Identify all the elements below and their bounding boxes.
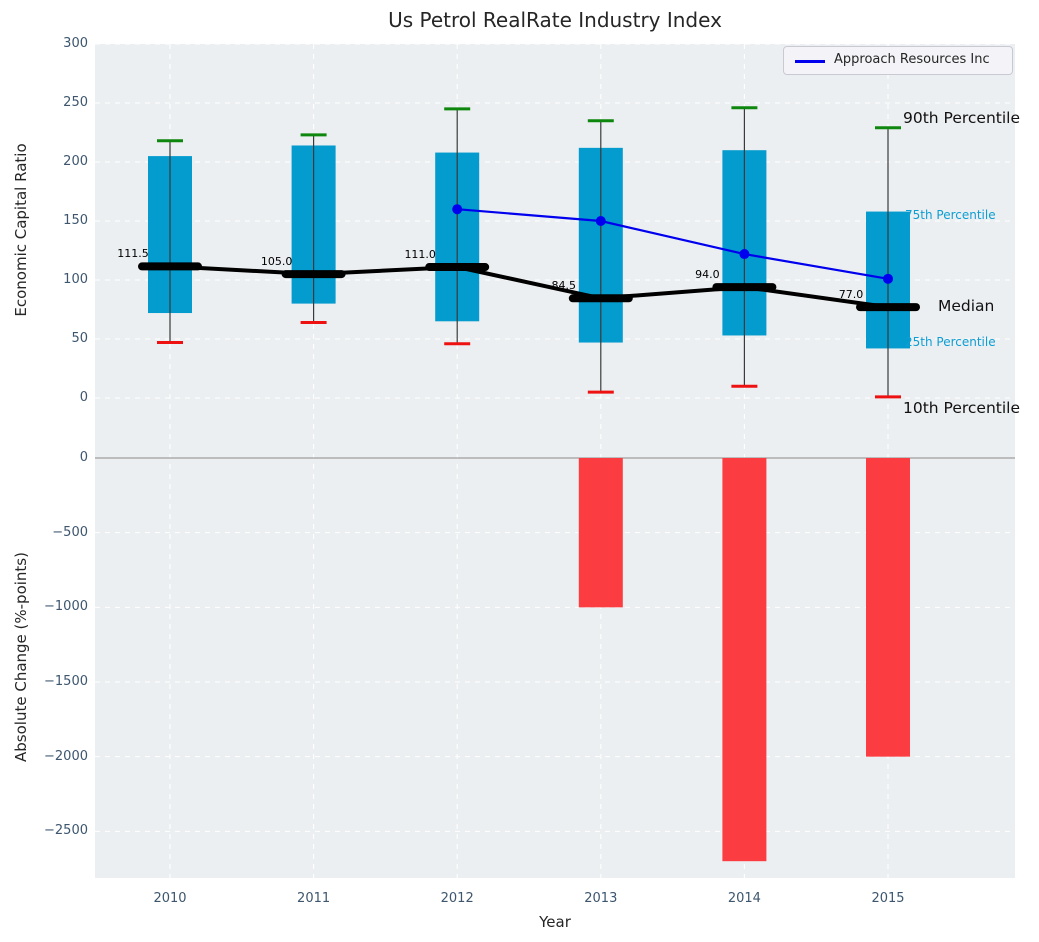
median-value-2011: 105.0 (260, 255, 293, 269)
chart-title: Us Petrol RealRate Industry Index (388, 8, 722, 32)
xtick-2010: 2010 (153, 891, 187, 906)
xtick-2014: 2014 (727, 891, 761, 906)
ytick-top-100: 100 (63, 272, 88, 287)
legend-label: Approach Resources Inc (834, 52, 990, 67)
ytick-bottom--2000: −2000 (44, 748, 88, 764)
xtick-2011: 2011 (297, 891, 331, 906)
xtick-2012: 2012 (440, 891, 474, 906)
ytick-top-200: 200 (63, 154, 88, 169)
ytick-bottom--1000: −1000 (44, 599, 88, 615)
ytick-bottom-0: 0 (79, 450, 88, 465)
median-value-2012: 111.0 (404, 248, 436, 262)
ytick-top-0: 0 (79, 390, 88, 405)
legend-line-swatch (795, 60, 825, 63)
label-median: Median (938, 297, 995, 315)
median-value-2014: 94.0 (695, 268, 720, 282)
ytick-top-150: 150 (63, 213, 88, 228)
label-10th-percentile: 10th Percentile (903, 399, 1021, 417)
median-value-2013: 84.5 (551, 279, 577, 293)
xtick-2013: 2013 (584, 891, 618, 906)
ytick-bottom--500: −500 (52, 524, 88, 540)
median-value-2010: 111.5 (117, 247, 149, 261)
x-axis-label: Year (539, 913, 571, 931)
ytick-bottom--2500: −2500 (44, 823, 88, 839)
label-75th-percentile: 75th Percentile (905, 208, 996, 222)
ytick-bottom--1500: −1500 (44, 673, 88, 689)
label-25th-percentile: 25th Percentile (905, 335, 996, 349)
ytick-top-300: 300 (63, 36, 88, 51)
y-axis-label-top: Economic Capital Ratio (12, 143, 30, 317)
y-axis-label-bottom: Absolute Change (%-points) (12, 552, 30, 762)
median-value-2015: 77.0 (838, 288, 864, 302)
xtick-2015: 2015 (871, 891, 905, 906)
ytick-top-50: 50 (71, 331, 88, 346)
ytick-top-250: 250 (63, 95, 88, 110)
legend: Approach Resources Inc (783, 46, 1013, 75)
plot-background (95, 44, 1015, 878)
label-90th-percentile: 90th Percentile (903, 109, 1021, 127)
